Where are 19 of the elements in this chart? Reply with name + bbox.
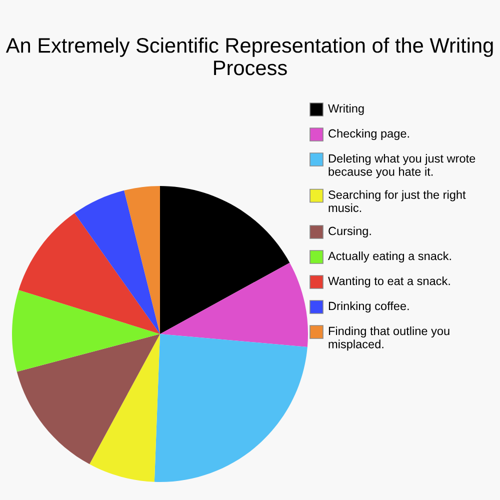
legend-label: Wanting to eat a snack.: [328, 276, 450, 288]
pie-slice: [160, 186, 290, 334]
pie-slice: [16, 334, 160, 464]
legend-label: Deleting what you just wrote because you hate it.: [328, 154, 476, 178]
pie-slice: [90, 334, 160, 482]
legend-label: Finding that outline you misplaced.: [328, 326, 450, 351]
legend-label: Searching for just the right music.: [328, 190, 466, 212]
legend-label: Cursing.: [328, 226, 371, 238]
pie-slice: [18, 213, 160, 334]
pie-slice: [74, 190, 160, 334]
legend-label: Actually eating a snack.: [328, 252, 451, 263]
pie-slice: [154, 334, 308, 482]
pie-slice: [124, 186, 160, 334]
legend-label: Writing: [328, 104, 364, 116]
legend-label: Checking page.: [328, 129, 409, 140]
legend-label: Drinking coffee.: [328, 302, 409, 313]
pie-slice: [12, 290, 160, 372]
pie-slice: [160, 262, 308, 347]
chart-title: An Extremely Scientific Representation of the Writing Process: [6, 38, 493, 76]
